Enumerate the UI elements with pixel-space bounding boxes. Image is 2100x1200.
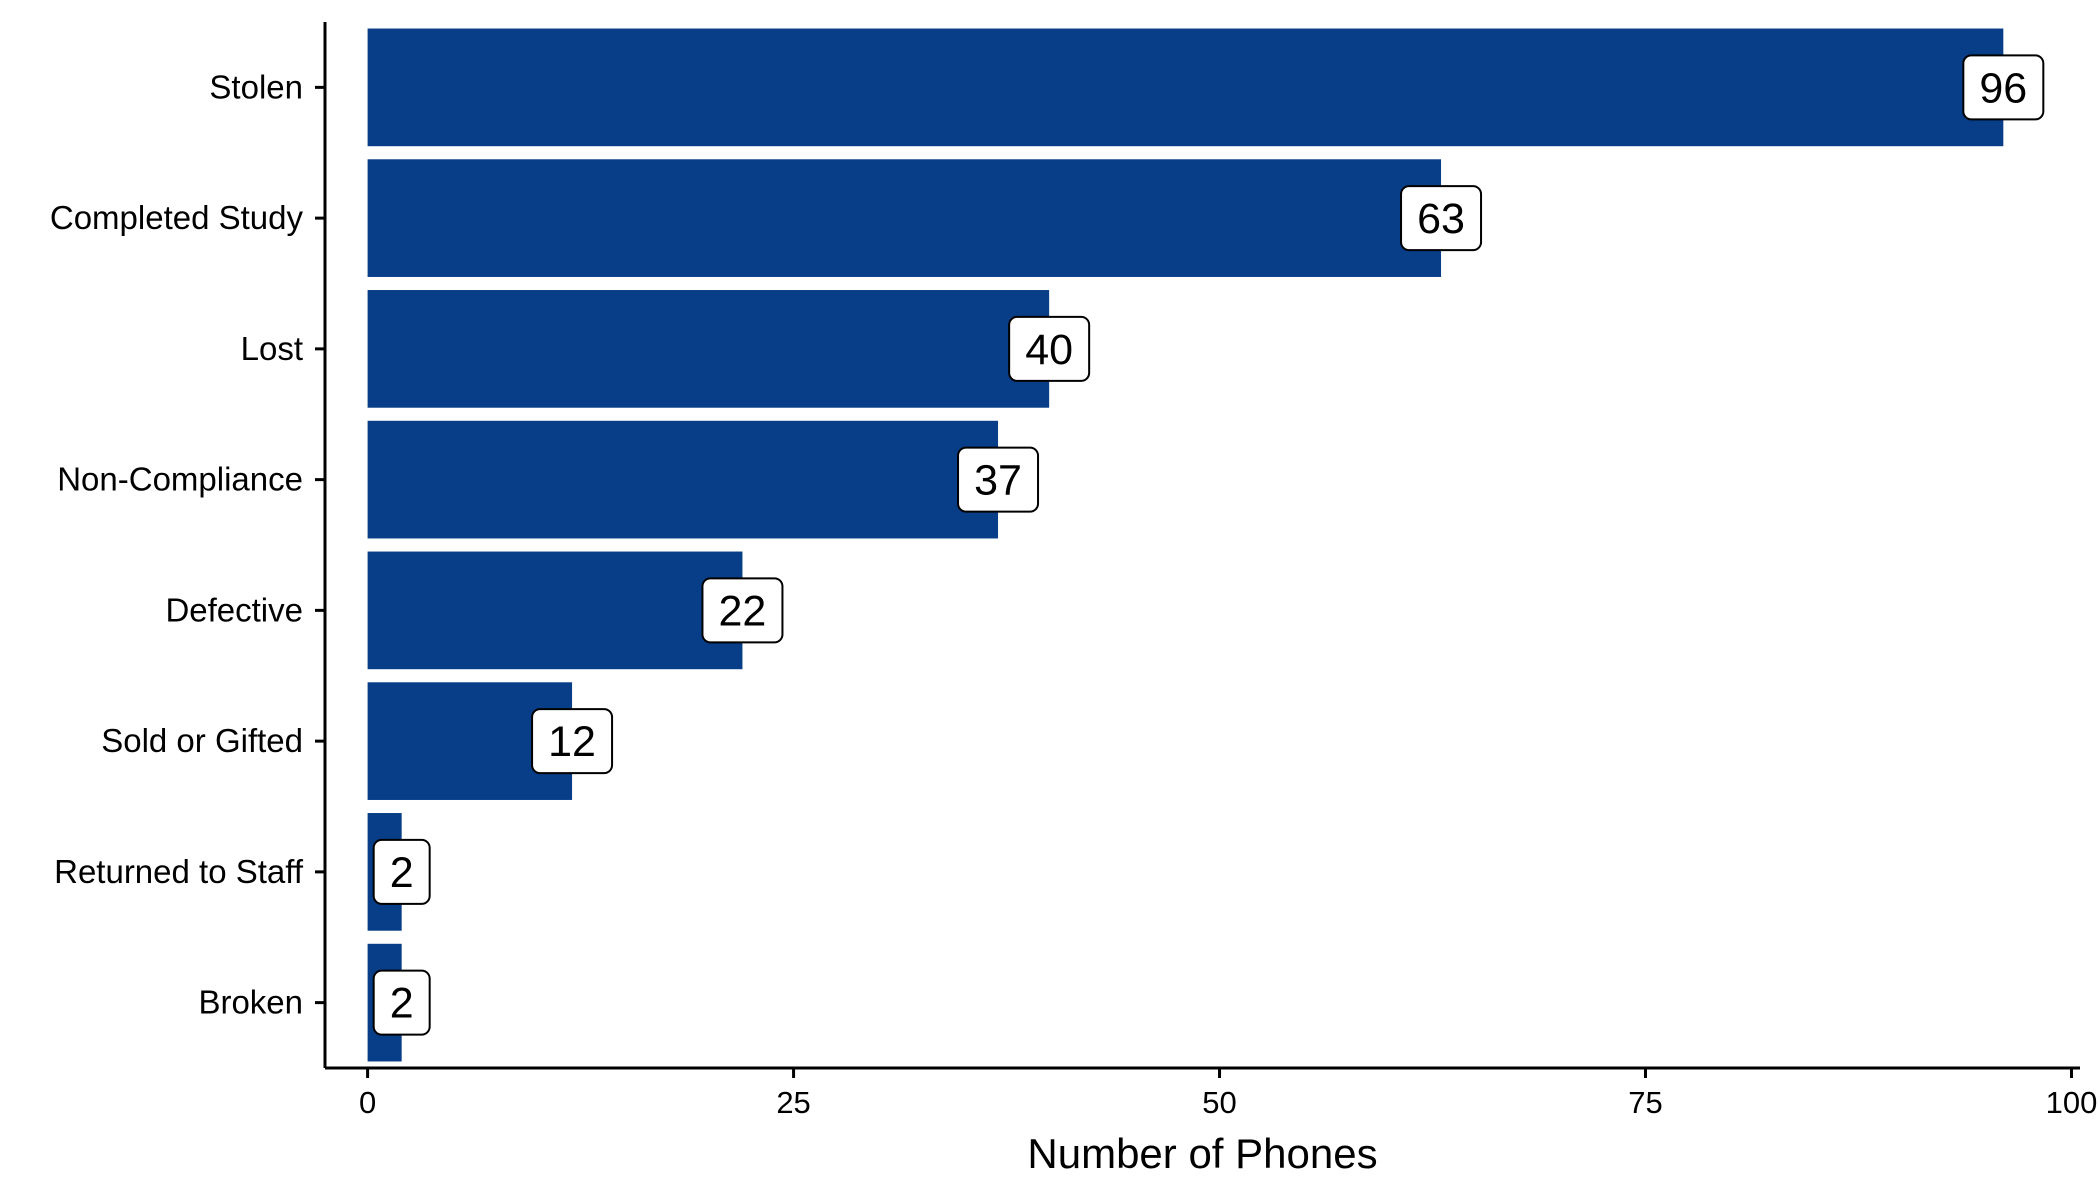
bar xyxy=(367,551,743,670)
x-tick-label: 50 xyxy=(1202,1085,1236,1120)
x-tick-label: 100 xyxy=(2046,1085,2098,1120)
data-label-box xyxy=(701,577,784,644)
data-label-box xyxy=(531,708,614,775)
bar xyxy=(367,28,2004,147)
category-label: Lost xyxy=(241,330,303,367)
category-label: Completed Study xyxy=(50,199,304,236)
data-label: 96 xyxy=(1979,64,2027,112)
data-label: 2 xyxy=(390,849,414,897)
x-tick-label: 0 xyxy=(359,1085,376,1120)
x-axis-title: Number of Phones xyxy=(1027,1130,1377,1177)
data-label-box xyxy=(957,446,1040,513)
data-label-box xyxy=(1008,315,1091,382)
data-label-box xyxy=(1400,185,1483,252)
data-label: 63 xyxy=(1417,195,1465,243)
x-tick-label: 75 xyxy=(1628,1085,1662,1120)
data-label: 37 xyxy=(974,457,1022,505)
axes-layer xyxy=(323,22,2080,1070)
category-label: Returned to Staff xyxy=(54,853,304,890)
data-label: 2 xyxy=(390,980,414,1028)
x-axis-ticks: 0 25 50 75 100 xyxy=(359,1068,2097,1120)
y-axis-ticks: Stolen Completed Study Lost Non-Compliance D… xyxy=(50,68,325,1021)
data-label-box xyxy=(1962,54,2045,121)
category-label: Defective xyxy=(165,591,303,628)
category-label: Stolen xyxy=(209,68,303,105)
data-label: 40 xyxy=(1025,326,1073,374)
data-label: 12 xyxy=(548,718,596,766)
bar xyxy=(367,290,1050,408)
x-tick-label: 25 xyxy=(776,1085,810,1120)
data-label: 22 xyxy=(719,587,767,635)
bars-layer xyxy=(367,28,2004,1062)
bar xyxy=(367,159,1442,277)
category-label: Sold or Gifted xyxy=(101,722,303,759)
data-label-box xyxy=(372,838,431,905)
category-label: Non-Compliance xyxy=(57,461,303,498)
data-label-box xyxy=(372,969,431,1036)
category-label: Broken xyxy=(198,984,303,1021)
bar xyxy=(367,420,999,539)
